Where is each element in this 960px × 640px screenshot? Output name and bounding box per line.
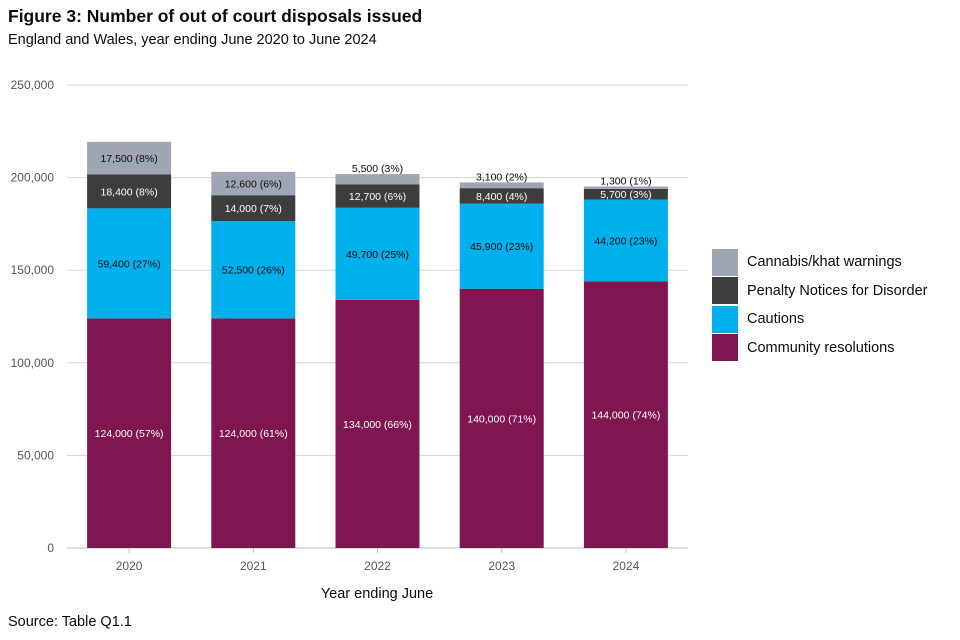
bar-segment	[583, 186, 668, 189]
bar-data-label: 124,000 (57%)	[95, 428, 164, 440]
bar-segment	[583, 188, 668, 200]
legend-label: Penalty Notices for Disorder	[747, 282, 928, 299]
bar-data-label: 12,700 (6%)	[349, 191, 406, 203]
x-tick-label: 2022	[364, 559, 391, 573]
legend-swatch	[712, 277, 738, 305]
legend-label: Cannabis/khat warnings	[747, 254, 902, 271]
bar-data-label: 140,000 (71%)	[467, 413, 536, 425]
bar-data-label: 1,300 (1%)	[600, 175, 651, 187]
x-tick-label: 2020	[116, 559, 143, 573]
y-tick-label: 250,000	[11, 78, 55, 92]
bar-segment	[459, 182, 544, 189]
legend-swatch	[712, 248, 738, 276]
bar-data-label: 3,100 (2%)	[476, 171, 527, 183]
bar-segment	[87, 174, 172, 209]
y-tick-label: 100,000	[11, 356, 55, 370]
bar-segment	[87, 318, 172, 548]
x-tick-label: 2021	[240, 559, 267, 573]
bar-data-label: 134,000 (66%)	[343, 419, 412, 431]
legend-swatch	[712, 334, 738, 362]
bar-segment	[211, 318, 296, 548]
bar-stack-2020: 124,000 (57%) 59,400 (27%) 18,400 (8%) 17,5…	[87, 141, 172, 548]
bar-data-label: 124,000 (61%)	[219, 428, 288, 440]
bar-segment	[459, 188, 544, 204]
bar-stack-2023: 140,000 (71%) 45,900 (23%) 8,400 (4%) 3,100…	[459, 171, 544, 548]
bar-data-label: 49,700 (25%)	[346, 249, 409, 261]
bar-segment	[459, 203, 544, 289]
bar-data-label: 8,400 (4%)	[476, 191, 527, 203]
bar-data-label: 14,000 (7%)	[225, 203, 282, 215]
bar-segment	[87, 141, 172, 175]
bar-segment	[335, 174, 420, 185]
bar-segment	[335, 184, 420, 208]
bar-data-label: 44,200 (23%)	[594, 235, 657, 247]
bar-segment	[211, 171, 296, 196]
bar-data-label: 5,500 (3%)	[352, 163, 403, 175]
y-axis-ticks: 0 50,000 100,000 150,000 200,000 250,000	[11, 78, 55, 555]
bar-segment	[583, 199, 668, 282]
bar-data-label: 144,000 (74%)	[591, 410, 660, 422]
bar-data-label: 45,900 (23%)	[470, 241, 533, 253]
bar-data-label: 52,500 (26%)	[222, 265, 285, 277]
bar-segment	[335, 299, 420, 548]
bar-segment	[211, 221, 296, 319]
y-tick-label: 50,000	[17, 448, 54, 462]
bar-stack-2024: 144,000 (74%) 44,200 (23%) 5,700 (3%) 1,300…	[583, 175, 668, 548]
bar-segment	[335, 207, 420, 300]
legend-label: Community resolutions	[747, 339, 895, 356]
bar-data-label: 5,700 (3%)	[600, 189, 651, 201]
source-note: Source: Table Q1.1	[8, 614, 132, 630]
bar-data-label: 12,600 (6%)	[225, 179, 282, 191]
y-tick-label: 200,000	[11, 171, 55, 185]
bar-stack-2021: 124,000 (61%) 52,500 (26%) 14,000 (7%) 12,6…	[211, 171, 296, 548]
bar-segment	[211, 195, 296, 222]
legend-item: Penalty Notices for Disorder	[712, 277, 928, 306]
legend-swatch	[712, 305, 738, 333]
bar-data-label: 18,400 (8%)	[100, 186, 157, 198]
legend-item: Cannabis/khat warnings	[712, 248, 928, 277]
bars: 124,000 (57%) 59,400 (27%) 18,400 (8%) 17,5…	[87, 141, 668, 548]
bar-segment	[87, 208, 172, 319]
x-axis-title: Year ending June	[321, 586, 433, 602]
bar-segment	[583, 281, 668, 548]
chart-subtitle: England and Wales, year ending June 2020…	[8, 32, 377, 48]
legend-label: Cautions	[747, 311, 805, 328]
bar-data-label: 17,500 (8%)	[100, 153, 157, 165]
legend-item: Community resolutions	[712, 334, 928, 363]
y-tick-label: 0	[47, 541, 54, 555]
legend-item: Cautions	[712, 305, 928, 334]
y-tick-label: 150,000	[11, 263, 55, 277]
chart-title: Figure 3: Number of out of court disposa…	[8, 6, 423, 26]
x-axis-ticks: 2020 2021 2022 2023 2024	[116, 548, 640, 573]
bar-data-label: 59,400 (27%)	[98, 258, 161, 270]
x-tick-label: 2024	[613, 559, 640, 573]
legend: Cannabis/khat warnings Penalty Notices fo…	[712, 248, 928, 362]
bar-segment	[459, 288, 544, 548]
x-tick-label: 2023	[488, 559, 515, 573]
bar-stack-2022: 134,000 (66%) 49,700 (25%) 12,700 (6%) 5,50…	[335, 163, 420, 548]
